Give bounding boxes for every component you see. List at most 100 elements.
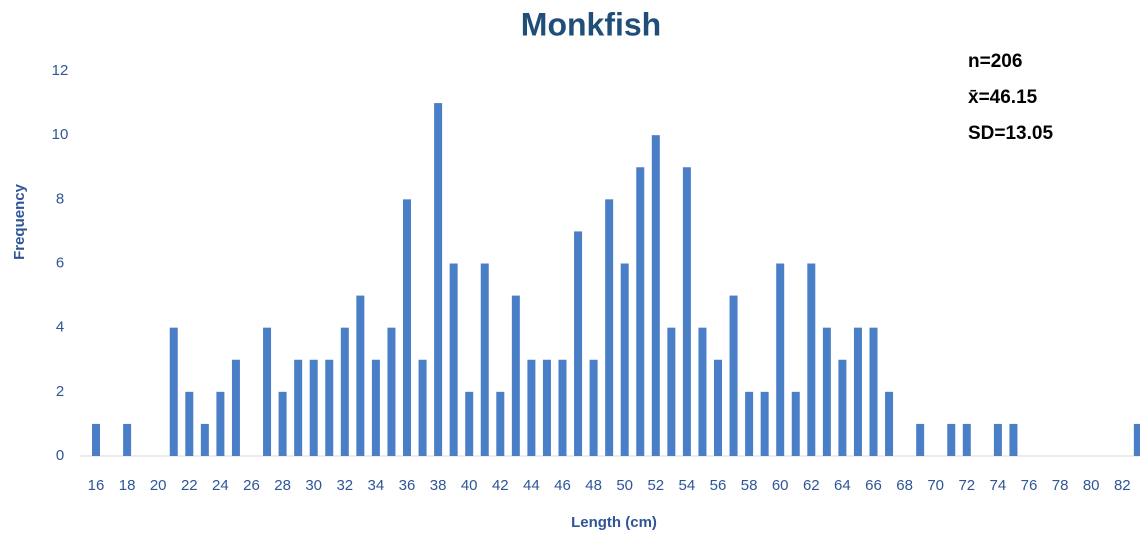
x-tick-label: 58 bbox=[741, 477, 758, 494]
bar bbox=[791, 391, 800, 456]
bar bbox=[169, 327, 178, 456]
x-tick-label: 50 bbox=[616, 477, 633, 494]
x-tick-label: 28 bbox=[274, 477, 291, 494]
bar bbox=[403, 199, 411, 457]
x-tick-label: 64 bbox=[834, 477, 851, 494]
y-tick-label: 10 bbox=[52, 126, 69, 143]
bar bbox=[962, 423, 971, 456]
x-tick-label: 38 bbox=[430, 477, 447, 494]
x-tick-label: 18 bbox=[119, 477, 136, 494]
bar bbox=[465, 391, 474, 456]
bar bbox=[574, 231, 583, 456]
bar bbox=[340, 327, 349, 456]
bar bbox=[449, 263, 458, 456]
y-tick-label: 12 bbox=[52, 62, 69, 79]
bar bbox=[667, 327, 676, 456]
bar bbox=[123, 423, 132, 456]
x-tick-label: 78 bbox=[1052, 477, 1069, 494]
x-tick-label: 24 bbox=[212, 477, 229, 494]
bar bbox=[527, 359, 536, 456]
bar bbox=[776, 263, 785, 456]
x-tick-label: 48 bbox=[585, 477, 602, 494]
bar bbox=[294, 359, 303, 456]
annotation: n=206 bbox=[968, 51, 1022, 72]
bar bbox=[278, 391, 287, 456]
bar bbox=[698, 327, 707, 456]
x-tick-label: 22 bbox=[181, 477, 198, 494]
y-tick-label: 6 bbox=[56, 254, 64, 271]
x-tick-label: 82 bbox=[1114, 477, 1131, 494]
bar bbox=[869, 327, 878, 456]
bar bbox=[589, 359, 598, 456]
bar bbox=[542, 359, 551, 456]
x-tick-label: 20 bbox=[150, 477, 167, 494]
bar bbox=[947, 423, 956, 456]
x-tick-label: 62 bbox=[803, 477, 820, 494]
x-tick-label: 16 bbox=[88, 477, 105, 494]
y-tick-label: 4 bbox=[56, 319, 64, 336]
bar bbox=[309, 359, 318, 456]
bar bbox=[558, 359, 567, 456]
bar bbox=[387, 327, 396, 456]
bar bbox=[853, 327, 862, 456]
bar bbox=[885, 391, 894, 456]
x-tick-label: 34 bbox=[368, 477, 385, 494]
x-tick-label: 74 bbox=[990, 477, 1007, 494]
bar bbox=[371, 359, 380, 456]
bar bbox=[822, 327, 831, 456]
bar bbox=[714, 359, 722, 456]
bar bbox=[325, 359, 334, 456]
x-axis-title: Length (cm) bbox=[571, 514, 657, 531]
x-tick-label: 36 bbox=[399, 477, 416, 494]
x-tick-label: 70 bbox=[927, 477, 944, 494]
bar bbox=[605, 199, 614, 457]
y-tick-label: 2 bbox=[56, 383, 64, 400]
bar bbox=[620, 263, 629, 456]
x-tick-label: 44 bbox=[523, 477, 540, 494]
bar bbox=[434, 103, 443, 456]
x-tick-label: 46 bbox=[554, 477, 571, 494]
bar bbox=[636, 167, 645, 456]
x-tick-label: 54 bbox=[679, 477, 696, 494]
bar bbox=[231, 359, 240, 456]
x-tick-label: 30 bbox=[305, 477, 322, 494]
x-tick-label: 56 bbox=[710, 477, 727, 494]
annotation: x̄=46.15 bbox=[968, 87, 1038, 108]
x-tick-label: 80 bbox=[1083, 477, 1100, 494]
bar bbox=[496, 391, 505, 456]
bar bbox=[729, 295, 738, 456]
bar bbox=[993, 423, 1002, 456]
bar bbox=[682, 167, 691, 456]
bar bbox=[356, 295, 365, 456]
bar bbox=[1133, 423, 1140, 456]
x-tick-label: 32 bbox=[336, 477, 353, 494]
bar bbox=[200, 423, 209, 456]
x-tick-label: 60 bbox=[772, 477, 789, 494]
bar bbox=[185, 391, 194, 456]
bar bbox=[418, 359, 427, 456]
x-tick-label: 40 bbox=[461, 477, 478, 494]
bar bbox=[745, 391, 754, 456]
annotation: SD=13.05 bbox=[968, 123, 1053, 144]
bar bbox=[916, 423, 925, 456]
bar bbox=[92, 423, 100, 456]
bar bbox=[480, 263, 489, 456]
bar bbox=[838, 359, 847, 456]
x-tick-label: 66 bbox=[865, 477, 882, 494]
bar bbox=[760, 391, 769, 456]
bar bbox=[511, 295, 520, 456]
bar bbox=[216, 391, 225, 456]
bar bbox=[1009, 423, 1018, 456]
y-tick-label: 8 bbox=[56, 190, 64, 207]
x-tick-label: 42 bbox=[492, 477, 509, 494]
x-tick-label: 26 bbox=[243, 477, 260, 494]
chart-title: Monkfish bbox=[521, 6, 661, 42]
x-tick-label: 72 bbox=[958, 477, 975, 494]
x-tick-label: 68 bbox=[896, 477, 913, 494]
bar bbox=[807, 263, 816, 456]
y-axis-title: Frequency bbox=[11, 183, 28, 260]
y-tick-label: 0 bbox=[56, 447, 64, 464]
x-tick-label: 52 bbox=[647, 477, 664, 494]
bar bbox=[651, 135, 660, 456]
